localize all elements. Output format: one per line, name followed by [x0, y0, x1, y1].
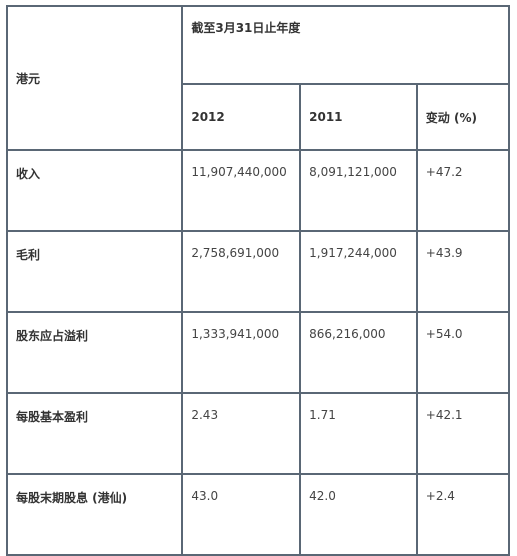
header-row-period: 港元 截至3月31日止年度 [5, 5, 510, 151]
cell-shareholder-profit-2012: 1,333,941,000 [181, 311, 302, 394]
column-header-2012: 2012 [181, 83, 302, 151]
row-label-basic-eps: 每股基本盈利 [5, 392, 184, 475]
period-label-cell: 截至3月31日止年度 [181, 5, 510, 85]
column-header-change: 变动 (%) [415, 83, 511, 151]
table-row: 股东应占溢利 1,333,941,000 866,216,000 +54.0 [5, 311, 511, 394]
cell-revenue-change: +47.2 [415, 149, 511, 232]
unit-label-cell: 港元 [5, 5, 184, 151]
cell-shareholder-profit-2011: 866,216,000 [299, 311, 418, 394]
cell-gross-profit-2012: 2,758,691,000 [181, 230, 302, 313]
cell-gross-profit-change: +43.9 [415, 230, 511, 313]
cell-basic-eps-change: +42.1 [415, 392, 511, 475]
cell-final-dividend-change: +2.4 [415, 473, 511, 556]
table-row: 收入 11,907,440,000 8,091,121,000 +47.2 [5, 149, 511, 232]
cell-basic-eps-2011: 1.71 [299, 392, 418, 475]
cell-revenue-2011: 8,091,121,000 [299, 149, 418, 232]
financial-summary-table: 港元 截至3月31日止年度 2012 2011 变动 (%) 收入 11,907… [5, 5, 511, 556]
cell-shareholder-profit-change: +54.0 [415, 311, 511, 394]
cell-basic-eps-2012: 2.43 [181, 392, 302, 475]
row-label-revenue: 收入 [5, 149, 184, 232]
column-header-2011: 2011 [299, 83, 418, 151]
table-row: 每股末期股息 (港仙) 43.0 42.0 +2.4 [5, 473, 511, 556]
cell-revenue-2012: 11,907,440,000 [181, 149, 302, 232]
financial-table-container: 港元 截至3月31日止年度 2012 2011 变动 (%) 收入 11,907… [5, 5, 511, 556]
row-label-gross-profit: 毛利 [5, 230, 184, 313]
table-row: 每股基本盈利 2.43 1.71 +42.1 [5, 392, 511, 475]
cell-final-dividend-2012: 43.0 [181, 473, 302, 556]
cell-final-dividend-2011: 42.0 [299, 473, 418, 556]
header-row-columns: 2012 2011 变动 (%) [7, 83, 511, 151]
row-label-final-dividend: 每股末期股息 (港仙) [5, 473, 184, 556]
cell-gross-profit-2011: 1,917,244,000 [299, 230, 418, 313]
row-label-shareholder-profit: 股东应占溢利 [5, 311, 184, 394]
table-row: 毛利 2,758,691,000 1,917,244,000 +43.9 [5, 230, 511, 313]
